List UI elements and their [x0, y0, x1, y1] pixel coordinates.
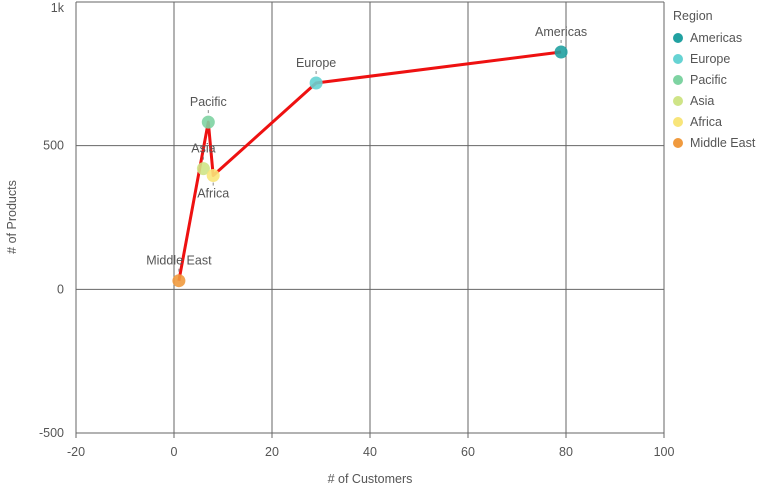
x-tick-label: -20 [67, 445, 85, 459]
gridlines [75, 1, 665, 434]
legend-swatch [673, 116, 683, 127]
legend-items: Americas Europe Pacific Asia Africa Middle Ea… [668, 27, 767, 153]
x-tick-label: 0 [171, 445, 178, 459]
point-label-africa: Africa [197, 187, 229, 201]
y-tick-label: 1k [51, 1, 65, 15]
y-tick-labels: -500 0 500 1k [39, 1, 65, 440]
legend-item-americas[interactable]: Americas [668, 27, 767, 48]
legend-label: Europe [690, 51, 731, 66]
data-points [172, 45, 568, 288]
point-africa[interactable] [206, 169, 220, 183]
x-tick-label: 60 [461, 445, 475, 459]
axes [75, 2, 665, 438]
legend-item-asia[interactable]: Asia [668, 90, 767, 111]
point-europe[interactable] [309, 76, 323, 90]
point-americas[interactable] [554, 45, 568, 59]
x-tick-label: 40 [363, 445, 377, 459]
legend-swatch [673, 95, 683, 106]
point-label-middle-east: Middle East [146, 254, 212, 268]
legend-item-pacific[interactable]: Pacific [668, 69, 767, 90]
point-label-pacific: Pacific [190, 95, 227, 109]
point-middle-east[interactable] [172, 274, 186, 288]
y-tick-label: 500 [43, 139, 64, 153]
point-asia[interactable] [196, 162, 210, 176]
y-tick-label: 0 [57, 282, 64, 296]
x-tick-label: 20 [265, 445, 279, 459]
x-tick-label: 100 [654, 445, 675, 459]
legend-item-europe[interactable]: Europe [668, 48, 767, 69]
x-axis-title: # of Customers [328, 472, 413, 486]
legend-item-africa[interactable]: Africa [668, 111, 767, 132]
x-tick-labels: -20 0 20 40 60 80 100 [67, 445, 675, 459]
legend-label: Asia [690, 93, 715, 108]
legend-label: Africa [690, 114, 722, 129]
legend-swatch [673, 53, 683, 64]
legend-label: Middle East [690, 135, 756, 150]
x-tick-label: 80 [559, 445, 573, 459]
legend: Region Americas Europe Pacific Asia Africa Mi… [668, 6, 767, 153]
y-tick-label: -500 [39, 426, 64, 440]
legend-label: Americas [690, 30, 743, 45]
legend-swatch [673, 74, 683, 85]
y-axis-title: # of Products [5, 180, 19, 254]
point-label-europe: Europe [296, 56, 336, 70]
point-label-asia: Asia [191, 142, 215, 156]
point-label-americas: Americas [535, 25, 587, 39]
legend-item-middle-east[interactable]: Middle East [668, 132, 767, 153]
legend-title: Region [673, 9, 713, 23]
point-pacific[interactable] [201, 115, 215, 129]
point-labels: Americas Europe Pacific Asia Africa Middle Ea… [146, 25, 587, 272]
legend-swatch [673, 32, 683, 43]
legend-swatch [673, 137, 683, 148]
legend-label: Pacific [690, 72, 727, 87]
